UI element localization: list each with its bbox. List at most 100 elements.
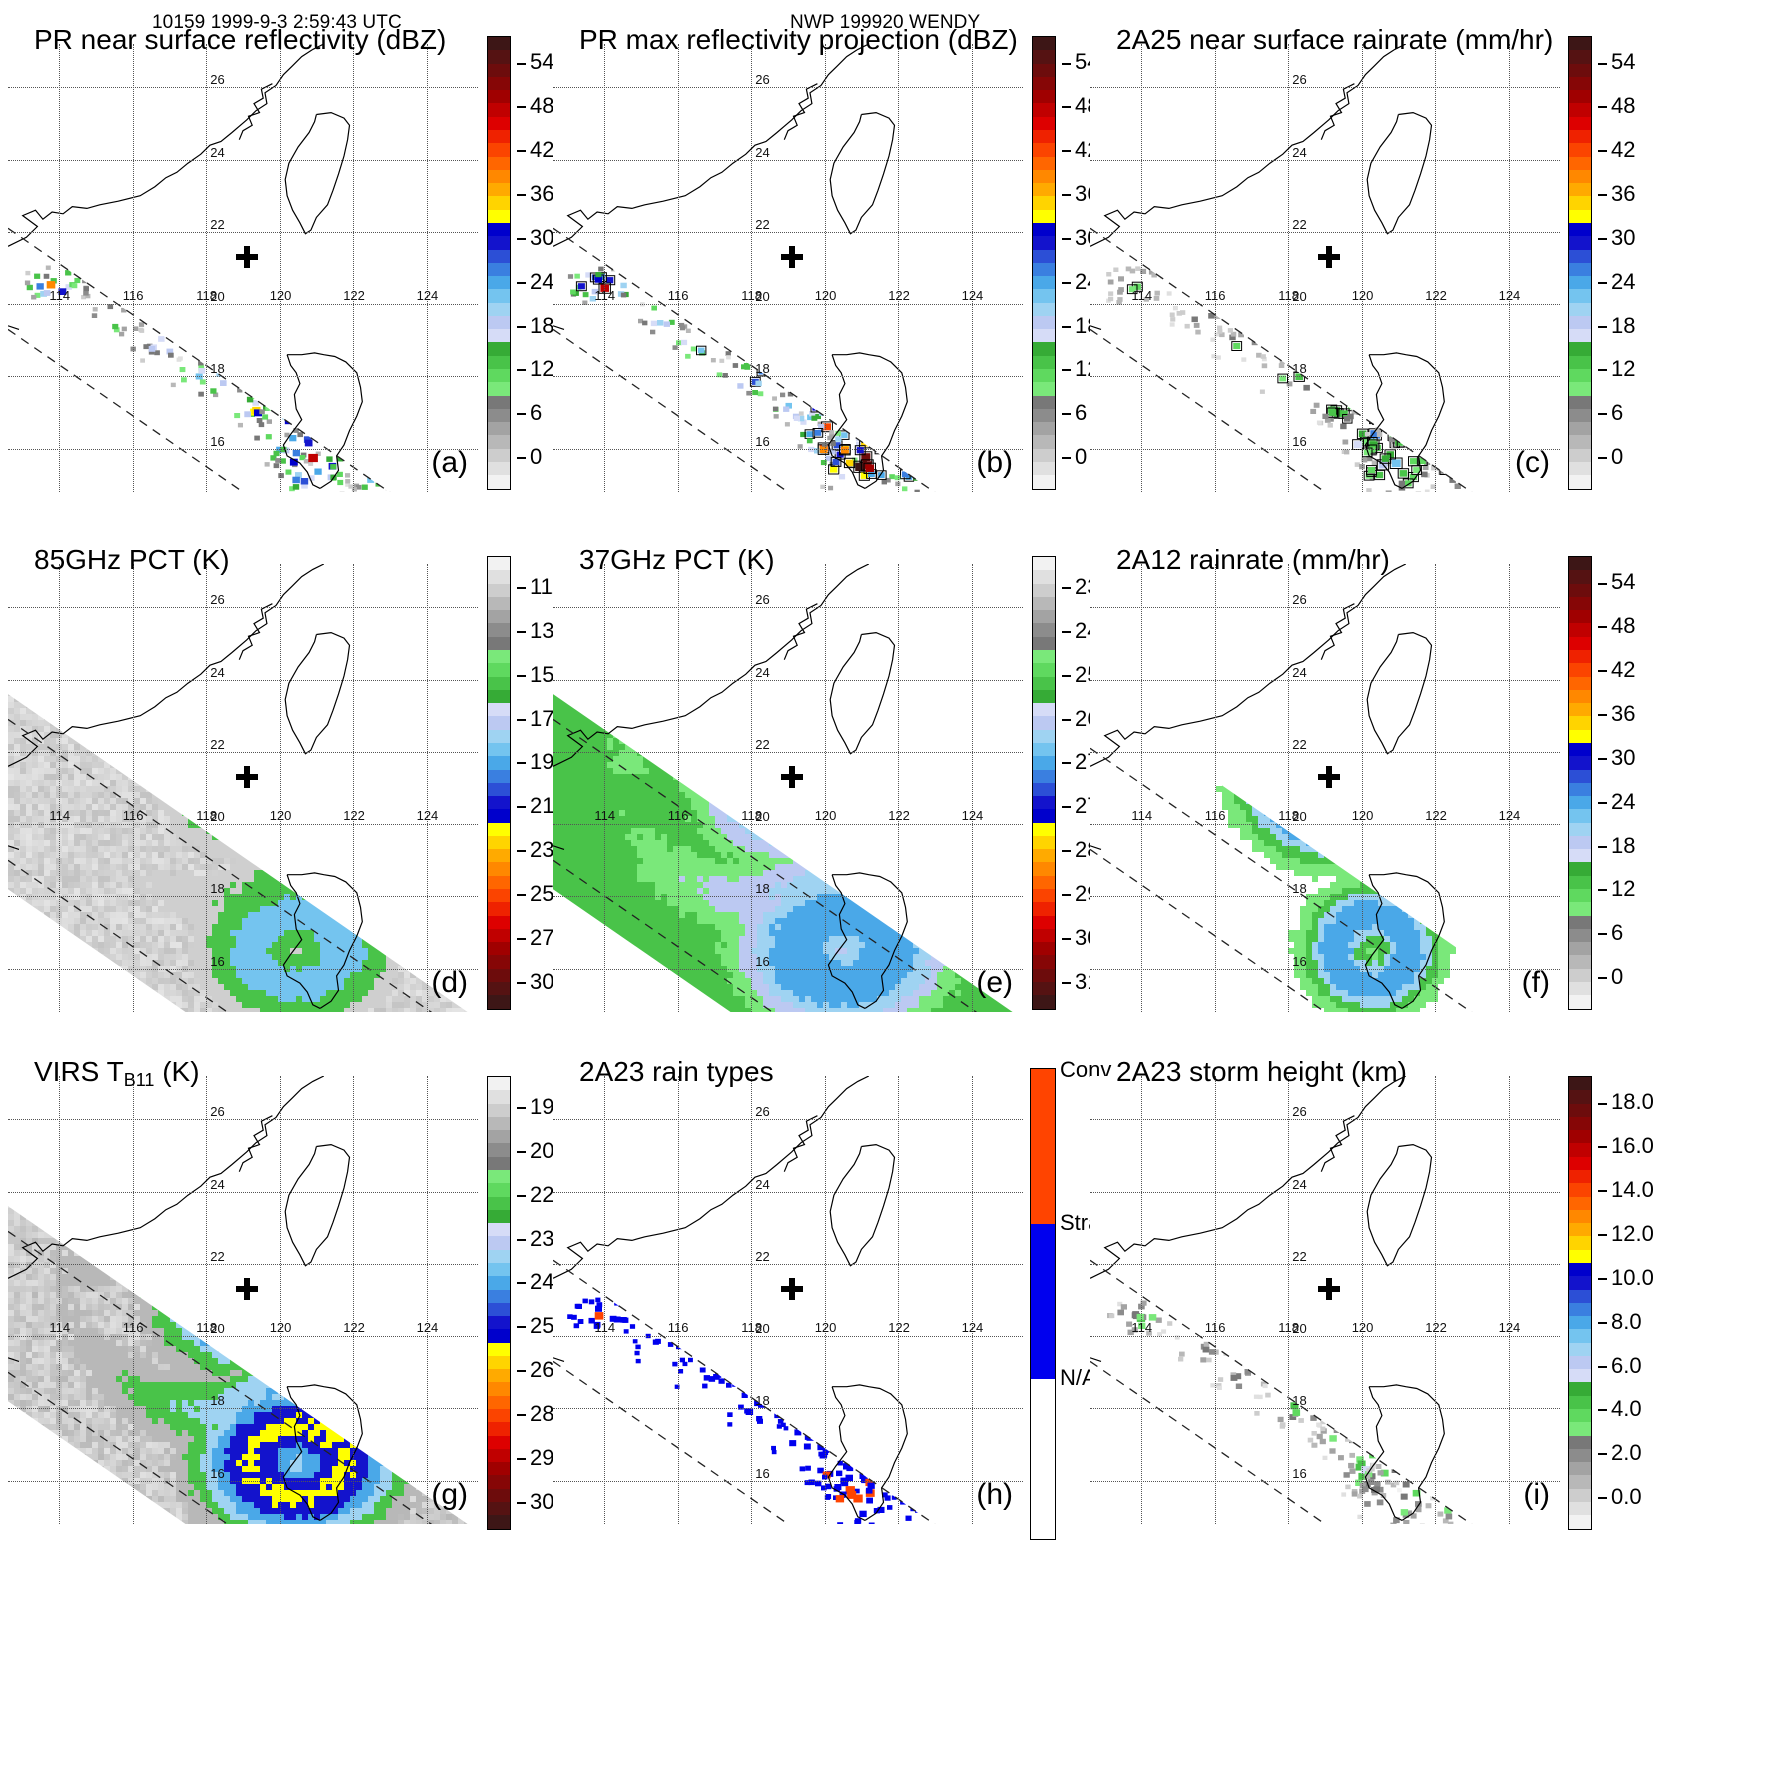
lat-tick-label: 20 — [1291, 289, 1307, 304]
panel-g: VIRS TB11 (K) 114 116 118 120 122 124 16 18 20 22 2… — [0, 1032, 560, 1552]
grid-line-latitude — [1090, 304, 1560, 306]
grid-line-latitude — [8, 304, 478, 306]
lon-tick-label: 114 — [593, 808, 616, 823]
lon-tick-label: 114 — [593, 1320, 616, 1335]
grid-line-longitude — [1141, 1076, 1143, 1524]
lat-tick-label: 16 — [754, 954, 770, 969]
panel-title-tail: (K) — [154, 1056, 199, 1087]
lat-tick-label: 26 — [209, 72, 225, 87]
grid-line-longitude — [898, 1076, 900, 1524]
grid-line-longitude — [604, 564, 606, 1012]
grid-line-longitude — [751, 44, 753, 492]
lat-tick-label: 24 — [754, 145, 770, 160]
storm-center-marker — [235, 1278, 258, 1301]
lon-tick-label: 122 — [887, 808, 911, 823]
grid-line-longitude — [426, 44, 428, 492]
panel-title-e: 37GHz PCT (K) — [579, 544, 775, 576]
map-canvas-f[interactable]: 114 116 118 120 122 124 16 18 20 22 24 26 — [1090, 564, 1560, 1012]
lat-tick-label: 26 — [209, 592, 225, 607]
grid-line-latitude — [8, 159, 478, 161]
lon-tick-label: 118 — [1277, 808, 1300, 823]
grid-line-longitude — [1361, 564, 1363, 1012]
grid-line-longitude — [604, 1076, 606, 1524]
lat-tick-label: 26 — [1291, 72, 1307, 87]
panel-label-i: (i) — [1523, 1478, 1550, 1512]
lat-tick-label: 20 — [209, 1321, 225, 1336]
grid-line-longitude — [751, 564, 753, 1012]
map-canvas-b[interactable]: 114 116 118 120 122 124 16 18 20 22 24 26 — [553, 44, 1023, 492]
lon-tick-label: 122 — [1424, 1320, 1448, 1335]
grid-line-latitude — [1090, 607, 1560, 609]
grid-line-latitude — [1090, 1191, 1560, 1193]
grid-line-longitude — [1508, 564, 1510, 1012]
panel-title-c: 2A25 near surface rainrate (mm/hr) — [1116, 24, 1553, 56]
lat-tick-label: 18 — [1291, 881, 1307, 896]
panel-f: 2A12 rainrate (mm/hr) 114 116 118 120 122 124 1… — [1082, 520, 1642, 1040]
lon-tick-label: 124 — [416, 808, 440, 823]
grid-line-longitude — [1361, 1076, 1363, 1524]
grid-line-latitude — [553, 1408, 1023, 1410]
lat-tick-label: 24 — [1291, 665, 1307, 680]
grid-line-latitude — [1090, 968, 1560, 970]
storm-center-marker — [780, 766, 803, 789]
map-canvas-i[interactable]: 114 116 118 120 122 124 16 18 20 22 24 26 — [1090, 1076, 1560, 1524]
grid-line-latitude — [553, 824, 1023, 826]
map-canvas-a[interactable]: 114 116 118 120 122 124 16 18 20 22 24 26 — [8, 44, 478, 492]
grid-line-latitude — [1090, 751, 1560, 753]
grid-line-latitude — [1090, 679, 1560, 681]
grid-line-latitude — [1090, 1336, 1560, 1338]
lat-tick-label: 26 — [1291, 1104, 1307, 1119]
grid-line-latitude — [1090, 1263, 1560, 1265]
grid-line-latitude — [8, 968, 478, 970]
grid-line-latitude — [553, 448, 1023, 450]
map-canvas-e[interactable]: 114 116 118 120 122 124 16 18 20 22 24 26 — [553, 564, 1023, 1012]
header-left-timestamp: 10159 1999-9-3 2:59:43 UTC — [152, 12, 402, 34]
map-canvas-h[interactable]: 114 116 118 120 122 124 16 18 20 22 24 26 — [553, 1076, 1023, 1524]
map-canvas-c[interactable]: 114 116 118 120 122 124 16 18 20 22 24 26 — [1090, 44, 1560, 492]
lat-tick-label: 18 — [754, 1393, 770, 1408]
grid-line-latitude — [553, 1119, 1023, 1121]
grid-line-latitude — [8, 1191, 478, 1193]
grid-line-longitude — [1288, 44, 1290, 492]
lat-tick-label: 20 — [754, 809, 770, 824]
lat-tick-label: 18 — [209, 1393, 225, 1408]
lat-tick-label: 26 — [754, 592, 770, 607]
lon-tick-label: 114 — [48, 1320, 71, 1335]
grid-line-longitude — [132, 44, 134, 492]
lat-tick-label: 20 — [209, 809, 225, 824]
lon-tick-label: 114 — [1130, 288, 1153, 303]
lon-tick-label: 124 — [416, 288, 440, 303]
grid-line-longitude — [353, 1076, 355, 1524]
lat-tick-label: 24 — [754, 1177, 770, 1192]
grid-line-latitude — [553, 1480, 1023, 1482]
grid-line-longitude — [426, 1076, 428, 1524]
lon-tick-label: 118 — [1277, 1320, 1300, 1335]
grid-line-longitude — [353, 564, 355, 1012]
grid-line-longitude — [132, 1076, 134, 1524]
panel-i: 2A23 storm height (km) 114 116 118 120 122 124… — [1082, 1032, 1642, 1552]
lat-tick-label: 16 — [209, 434, 225, 449]
grid-line-longitude — [604, 44, 606, 492]
map-canvas-g[interactable]: 114 116 118 120 122 124 16 18 20 22 24 26 — [8, 1076, 478, 1524]
panel-title-f: 2A12 rainrate (mm/hr) — [1116, 544, 1390, 576]
lon-tick-label: 122 — [887, 1320, 911, 1335]
grid-line-longitude — [677, 44, 679, 492]
grid-line-longitude — [1508, 44, 1510, 492]
lon-tick-label: 118 — [1277, 288, 1300, 303]
grid-line-latitude — [8, 896, 478, 898]
storm-center-marker — [235, 246, 258, 269]
lat-tick-label: 18 — [754, 881, 770, 896]
panel-title-main: VIRS T — [34, 1056, 124, 1087]
panel-label-g: (g) — [431, 1478, 468, 1512]
grid-line-latitude — [1090, 448, 1560, 450]
lat-tick-label: 22 — [209, 737, 225, 752]
lon-tick-label: 120 — [814, 1320, 838, 1335]
lon-tick-label: 116 — [122, 808, 145, 823]
grid-line-latitude — [8, 1336, 478, 1338]
lon-tick-label: 114 — [48, 808, 71, 823]
lat-tick-label: 26 — [754, 1104, 770, 1119]
lon-tick-label: 122 — [887, 288, 911, 303]
grid-line-longitude — [1214, 44, 1216, 492]
grid-line-longitude — [971, 564, 973, 1012]
map-canvas-d[interactable]: 114 116 118 120 122 124 16 18 20 22 24 26 — [8, 564, 478, 1012]
